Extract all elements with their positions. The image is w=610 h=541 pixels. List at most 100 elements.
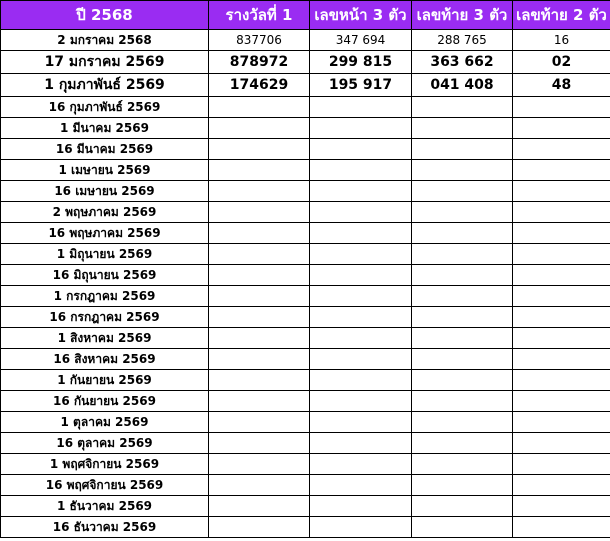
number-cell: 16	[512, 29, 610, 51]
number-cell: 174629	[208, 73, 310, 97]
number-cell	[208, 390, 310, 412]
number-cell	[512, 348, 610, 370]
number-cell	[411, 306, 513, 328]
header-cell: ปี 2568	[0, 0, 209, 30]
number-cell	[512, 243, 610, 265]
table-row: 17 มกราคม 2569 878972 299 815 363 662 02	[0, 50, 610, 74]
number-cell	[411, 222, 513, 244]
number-cell	[411, 138, 513, 160]
date-cell: 1 สิงหาคม 2569	[0, 327, 209, 349]
number-cell	[208, 285, 310, 307]
table-row: 16 เมษายน 2569	[0, 180, 610, 202]
table-row: 1 เมษายน 2569	[0, 159, 610, 181]
number-cell	[309, 159, 412, 181]
date-cell: 1 กันยายน 2569	[0, 369, 209, 391]
number-cell	[512, 285, 610, 307]
table-body: 2 มกราคม 2568 837706 347 694 288 765 16 17 มก…	[0, 29, 610, 538]
number-cell	[309, 474, 412, 496]
date-cell: 1 ตุลาคม 2569	[0, 411, 209, 433]
number-cell	[512, 138, 610, 160]
date-cell: 1 พฤศจิกายน 2569	[0, 453, 209, 475]
number-cell	[208, 96, 310, 118]
header-cell: เลขท้าย 2 ตัว	[512, 0, 610, 30]
number-cell	[411, 180, 513, 202]
number-cell: 299 815	[309, 50, 412, 74]
number-cell	[411, 201, 513, 223]
date-cell: 1 กรกฎาคม 2569	[0, 285, 209, 307]
table-row: 16 มิถุนายน 2569	[0, 264, 610, 286]
number-cell: 195 917	[309, 73, 412, 97]
number-cell	[411, 285, 513, 307]
number-cell	[512, 159, 610, 181]
table-row: 1 มีนาคม 2569	[0, 117, 610, 139]
number-cell	[411, 411, 513, 433]
table-row: 16 มีนาคม 2569	[0, 138, 610, 160]
number-cell	[512, 411, 610, 433]
date-cell: 1 กุมภาพันธ์ 2569	[0, 73, 209, 97]
date-cell: 1 มีนาคม 2569	[0, 117, 209, 139]
date-cell: 16 เมษายน 2569	[0, 180, 209, 202]
number-cell	[208, 243, 310, 265]
number-cell	[512, 222, 610, 244]
table-row: 16 พฤษภาคม 2569	[0, 222, 610, 244]
number-cell	[309, 222, 412, 244]
number-cell	[411, 495, 513, 517]
number-cell	[309, 432, 412, 454]
number-cell	[208, 474, 310, 496]
number-cell	[411, 159, 513, 181]
number-cell	[309, 348, 412, 370]
table-row: 1 กรกฎาคม 2569	[0, 285, 610, 307]
number-cell	[208, 201, 310, 223]
number-cell	[208, 327, 310, 349]
header-cell: เลขท้าย 3 ตัว	[411, 0, 513, 30]
number-cell: 02	[512, 50, 610, 74]
number-cell	[512, 495, 610, 517]
number-cell	[512, 453, 610, 475]
table-row: 1 กุมภาพันธ์ 2569 174629 195 917 041 408 48	[0, 73, 610, 97]
date-cell: 2 มกราคม 2568	[0, 29, 209, 51]
number-cell	[309, 285, 412, 307]
number-cell: 878972	[208, 50, 310, 74]
number-cell	[512, 306, 610, 328]
number-cell	[512, 264, 610, 286]
date-cell: 16 ตุลาคม 2569	[0, 432, 209, 454]
number-cell	[309, 306, 412, 328]
number-cell	[208, 222, 310, 244]
number-cell	[208, 369, 310, 391]
date-cell: 17 มกราคม 2569	[0, 50, 209, 74]
date-cell: 16 พฤศจิกายน 2569	[0, 474, 209, 496]
table-row: 16 กันยายน 2569	[0, 390, 610, 412]
number-cell: 288 765	[411, 29, 513, 51]
number-cell	[512, 474, 610, 496]
number-cell	[309, 117, 412, 139]
date-cell: 16 พฤษภาคม 2569	[0, 222, 209, 244]
table-row: 16 พฤศจิกายน 2569	[0, 474, 610, 496]
number-cell	[309, 264, 412, 286]
number-cell	[512, 390, 610, 412]
number-cell: 347 694	[309, 29, 412, 51]
number-cell	[309, 180, 412, 202]
number-cell	[309, 369, 412, 391]
number-cell	[512, 201, 610, 223]
number-cell: 48	[512, 73, 610, 97]
number-cell	[309, 390, 412, 412]
date-cell: 16 กันยายน 2569	[0, 390, 209, 412]
header-cell: รางวัลที่ 1	[208, 0, 310, 30]
table-row: 1 สิงหาคม 2569	[0, 327, 610, 349]
number-cell	[411, 96, 513, 118]
number-cell	[512, 180, 610, 202]
date-cell: 16 กรกฎาคม 2569	[0, 306, 209, 328]
date-cell: 16 มิถุนายน 2569	[0, 264, 209, 286]
date-cell: 16 ธันวาคม 2569	[0, 516, 209, 538]
number-cell	[411, 264, 513, 286]
number-cell: 041 408	[411, 73, 513, 97]
number-cell	[411, 453, 513, 475]
number-cell	[208, 138, 310, 160]
date-cell: 16 มีนาคม 2569	[0, 138, 209, 160]
number-cell	[411, 390, 513, 412]
number-cell	[512, 96, 610, 118]
number-cell	[309, 138, 412, 160]
number-cell	[309, 516, 412, 538]
date-cell: 16 สิงหาคม 2569	[0, 348, 209, 370]
